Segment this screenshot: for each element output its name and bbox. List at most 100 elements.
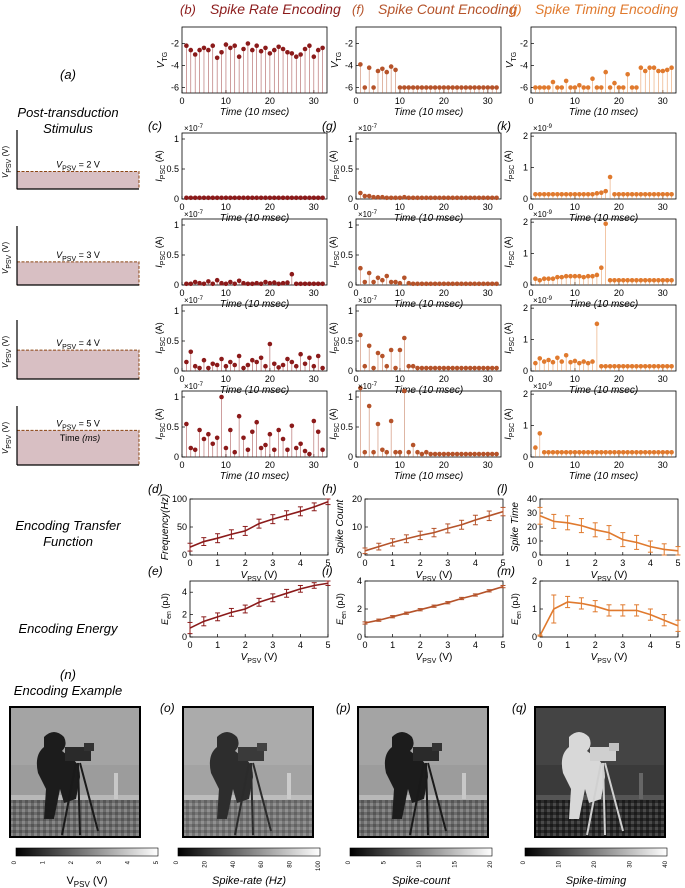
x-tick-label: 3 — [620, 640, 625, 650]
data-point — [366, 343, 372, 349]
x-tick-label: 10 — [221, 374, 231, 384]
data-point — [533, 445, 538, 450]
data-point — [214, 55, 220, 61]
data-point — [537, 356, 543, 361]
data-point — [192, 279, 198, 285]
data-point — [201, 357, 207, 363]
label-q: (q) — [512, 701, 527, 715]
data-point — [656, 363, 661, 369]
data-point — [320, 195, 325, 201]
data-point — [371, 85, 376, 90]
x-tick-label: 0 — [353, 202, 358, 212]
y-axis-label: IPSC (A) — [328, 236, 341, 267]
data-point — [581, 85, 587, 90]
data-point — [441, 451, 447, 457]
data-point — [489, 281, 495, 287]
data-point — [590, 76, 595, 81]
data-point — [550, 449, 556, 455]
data-point — [201, 281, 207, 287]
x-tick-label: 10 — [395, 202, 405, 212]
series-line — [364, 510, 504, 552]
x-tick-label: 5 — [675, 640, 680, 650]
data-point — [223, 363, 229, 369]
data-point — [559, 274, 565, 280]
axis-exponent: ×10-7 — [358, 124, 378, 133]
data-point — [625, 191, 630, 197]
y-tick-label: 1 — [174, 220, 179, 230]
colorbar-tick-label: 2 — [69, 860, 75, 864]
data-point — [410, 281, 416, 287]
x-tick-label: 0 — [179, 460, 184, 470]
y-tick-label: -6 — [345, 83, 353, 93]
colorbar-tick-label: 40 — [663, 860, 669, 867]
axis-exponent: ×10-7 — [184, 382, 204, 391]
data-point — [271, 195, 277, 201]
data-point — [302, 195, 308, 201]
data-point — [656, 277, 661, 283]
data-point — [228, 279, 233, 285]
colorbar-label: VPSV (V) — [66, 875, 107, 888]
data-point — [568, 449, 573, 455]
data-point — [397, 347, 403, 353]
x-tick-label: 30 — [309, 96, 319, 106]
x-axis-label: VPSV (V) — [241, 652, 278, 665]
y-tick-label: 0 — [532, 550, 537, 560]
data-point — [638, 277, 644, 283]
data-point — [293, 195, 299, 201]
colorbar-tick-label: 20 — [488, 860, 494, 867]
y-tick-label: 0 — [174, 194, 179, 204]
x-tick-label: 5 — [325, 640, 330, 650]
axis-exponent: ×10-9 — [533, 124, 553, 133]
data-point — [629, 191, 635, 197]
axis-exponent: ×10-7 — [358, 210, 378, 219]
data-point — [384, 273, 390, 279]
data-point — [267, 341, 273, 347]
data-point — [642, 363, 648, 369]
colorbar-tick-label: 40 — [231, 860, 237, 867]
data-point — [241, 280, 246, 286]
data-point — [280, 46, 286, 52]
plot-frame — [530, 218, 677, 286]
data-point — [585, 360, 591, 366]
data-point — [533, 276, 538, 282]
data-point — [454, 451, 460, 457]
label-p: (p) — [336, 701, 351, 715]
data-point — [380, 353, 385, 359]
data-point — [476, 195, 482, 201]
label-f: (f) — [352, 2, 364, 17]
y-tick-label: 2 — [357, 604, 362, 614]
y-axis-label: Een (pJ) — [160, 593, 173, 625]
data-point — [197, 47, 202, 53]
label-m: (m) — [497, 564, 515, 578]
data-point — [307, 195, 312, 201]
data-point — [228, 195, 233, 201]
y-tick-label: 1 — [348, 392, 353, 402]
x-tick-label: 20 — [614, 202, 624, 212]
x-tick-label: 10 — [221, 96, 231, 106]
data-point — [188, 281, 194, 287]
x-axis-label: Time (10 msec) — [569, 471, 638, 482]
stimulus-title-1: Post-transduction — [17, 105, 118, 120]
data-point — [236, 195, 242, 201]
data-point — [555, 274, 560, 280]
data-point — [634, 85, 639, 90]
data-point — [250, 281, 255, 287]
x-tick-label: 0 — [179, 288, 184, 298]
data-point — [307, 43, 312, 48]
y-tick-label: 0 — [348, 366, 353, 376]
colorbar-tick-label: 20 — [202, 860, 208, 867]
data-point — [660, 449, 666, 455]
data-point — [607, 363, 613, 369]
colorbar-gradient — [349, 847, 493, 857]
data-point — [476, 85, 482, 90]
data-point — [263, 195, 268, 201]
image-spike-count — [357, 706, 489, 838]
data-point — [603, 188, 608, 194]
data-point — [375, 68, 381, 74]
data-point — [410, 195, 416, 201]
y-tick-label: 0 — [532, 632, 537, 642]
